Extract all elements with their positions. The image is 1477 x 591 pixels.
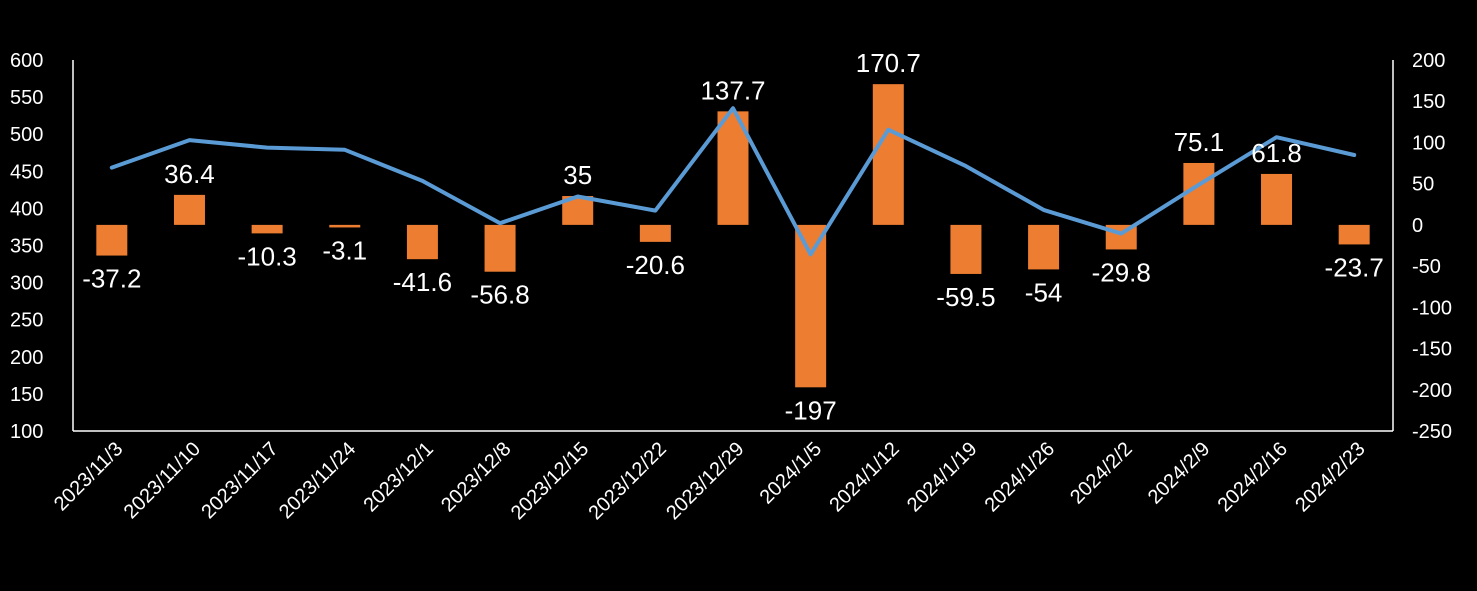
bar — [950, 224, 982, 274]
right-axis-tick-label: 100 — [1412, 132, 1445, 154]
left-axis-tick-label: 150 — [10, 384, 43, 406]
bar-data-label: -197 — [785, 395, 837, 425]
left-axis-tick-label: 500 — [10, 124, 43, 146]
right-axis-tick-label: 200 — [1412, 50, 1445, 72]
right-axis-tick-label: -150 — [1412, 339, 1452, 361]
bar — [484, 224, 516, 272]
bar — [1261, 173, 1293, 225]
line-point — [343, 148, 347, 152]
bar — [251, 224, 283, 234]
left-axis-tick-label: 100 — [10, 421, 43, 443]
right-axis-tick-label: -250 — [1412, 421, 1452, 443]
bar-data-label: 35 — [563, 160, 592, 190]
line-point — [964, 164, 968, 168]
bar-data-label: -29.8 — [1092, 257, 1151, 287]
bar-data-label: -10.3 — [237, 241, 296, 271]
line-point — [1275, 135, 1279, 139]
line-point — [420, 179, 424, 183]
bar-data-label: -3.1 — [322, 235, 367, 265]
bar-data-label: -23.7 — [1325, 252, 1384, 282]
left-axis-tick-label: 600 — [10, 50, 43, 72]
bar-data-labels: -37.2 36.4 -10.3 -3.1 -41.6 -56.8 35 -20.6 137.7… — [82, 48, 1384, 425]
bar — [795, 224, 827, 388]
left-axis-tick-label: 250 — [10, 310, 43, 332]
left-axis-tick-label: 200 — [10, 347, 43, 369]
right-axis-tick-label: 0 — [1412, 215, 1423, 237]
right-axis-tick-label: 50 — [1412, 174, 1434, 196]
bar-data-label: -56.8 — [470, 280, 529, 310]
line-point — [265, 146, 269, 150]
bar — [96, 224, 128, 256]
bar-data-label: 61.8 — [1251, 138, 1302, 168]
line-point — [809, 252, 813, 256]
bar — [406, 224, 438, 260]
bar-data-label: 170.7 — [856, 48, 921, 78]
right-axis: 200 150 100 50 0 -50 -100 -150 -200 -250 — [1392, 50, 1452, 443]
line-series — [109, 106, 1357, 257]
line-point — [653, 209, 657, 213]
line-point — [1042, 208, 1046, 212]
bar — [1338, 224, 1370, 245]
bar-data-label: 75.1 — [1174, 127, 1225, 157]
left-axis-tick-label: 550 — [10, 87, 43, 109]
right-axis-tick-label: 150 — [1412, 91, 1445, 113]
line-point — [1352, 153, 1356, 157]
bar-data-label: -20.6 — [626, 250, 685, 280]
line-point — [1119, 232, 1123, 236]
line-point — [187, 138, 191, 142]
bar-data-label: 137.7 — [700, 75, 765, 105]
bar — [173, 194, 205, 225]
bar — [1183, 162, 1215, 225]
left-axis-tick-label: 450 — [10, 161, 43, 183]
line-point — [576, 195, 580, 199]
left-axis: 600 550 500 450 400 350 300 250 200 150 100 — [10, 50, 1393, 443]
bar-data-label: -37.2 — [82, 264, 141, 294]
line-point — [498, 221, 502, 225]
line-point — [110, 166, 114, 170]
bar — [872, 84, 904, 225]
bar — [1028, 224, 1060, 270]
bar-data-label: 36.4 — [164, 159, 215, 189]
bar-data-label: -54 — [1025, 277, 1063, 307]
right-axis-tick-label: -50 — [1412, 256, 1441, 278]
right-axis-tick-label: -200 — [1412, 380, 1452, 402]
bar — [639, 224, 671, 242]
left-axis-tick-label: 400 — [10, 198, 43, 220]
line-point — [886, 128, 890, 132]
left-axis-tick-label: 300 — [10, 273, 43, 295]
right-axis-tick-label: -100 — [1412, 297, 1452, 319]
line-point — [1197, 183, 1201, 187]
bar-data-label: -41.6 — [393, 267, 452, 297]
line-point — [731, 106, 735, 110]
bar — [329, 224, 361, 228]
left-axis-tick-label: 350 — [10, 236, 43, 258]
bar-data-label: -59.5 — [936, 282, 995, 312]
